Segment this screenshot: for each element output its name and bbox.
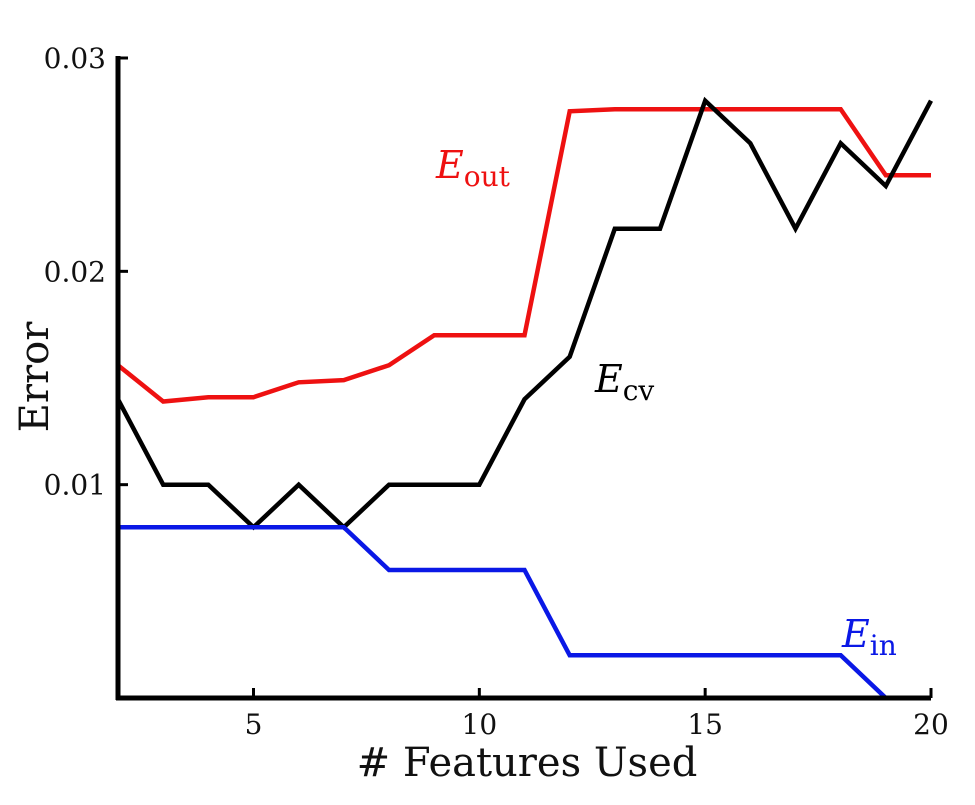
series-line-cv xyxy=(116,96,933,531)
x-tick-label: 10 xyxy=(462,708,498,741)
x-tick-label: 20 xyxy=(913,708,949,741)
labels-layer: Eout Ecv Ein xyxy=(435,143,897,662)
series-line-in xyxy=(118,525,931,701)
series-line-out xyxy=(116,106,931,404)
axes-layer: 0.01 0.02 0.03 5 10 15 20 xyxy=(44,42,949,741)
series-label-cv: Ecv xyxy=(594,357,654,407)
y-tick-label: 0.03 xyxy=(44,42,106,75)
y-axis-title: Error xyxy=(12,321,58,433)
series-label-out: Eout xyxy=(435,143,511,193)
x-axis-title: # Features Used xyxy=(357,740,698,786)
x-tick-label: 15 xyxy=(687,708,723,741)
series-layer xyxy=(116,96,933,701)
y-tick-label: 0.01 xyxy=(44,469,106,502)
series-label-in: Ein xyxy=(841,612,897,662)
x-tick-label: 5 xyxy=(245,708,263,741)
y-tick-label: 0.02 xyxy=(44,255,106,288)
